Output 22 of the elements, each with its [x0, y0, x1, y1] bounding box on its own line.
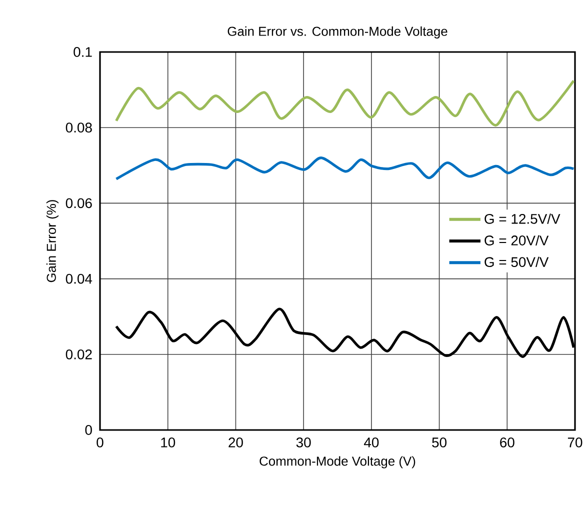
legend-label: G = 12.5V/V	[484, 214, 560, 224]
x-tick-label: 40	[364, 438, 379, 448]
y-tick-label: 0.02	[66, 349, 92, 360]
y-axis-title: Gain Error (%)	[46, 200, 58, 282]
x-tick-label: 20	[228, 438, 243, 448]
x-tick-label: 0	[96, 438, 104, 448]
line-series	[114, 156, 575, 180]
x-tick-label: 30	[296, 438, 311, 448]
chart-title: Gain Error vs. Common-Mode Voltage	[228, 26, 448, 38]
x-tick-label: 70	[568, 438, 582, 448]
legend-label: G = 20V/V	[484, 235, 549, 246]
y-tick-label: 0.08	[66, 122, 92, 133]
x-tick-label: 60	[500, 438, 514, 448]
x-axis-title: Common-Mode Voltage (V)	[260, 456, 416, 468]
y-tick-label: 0.04	[66, 274, 92, 284]
y-tick-label: 0.06	[66, 198, 92, 208]
line-series	[114, 79, 575, 127]
y-tick-label: 0.1	[74, 47, 92, 57]
y-tick-label: 0	[85, 425, 92, 435]
legend-label: G = 50V/V	[484, 256, 549, 268]
x-tick-label: 10	[161, 438, 176, 448]
x-tick-label: 50	[432, 438, 447, 448]
